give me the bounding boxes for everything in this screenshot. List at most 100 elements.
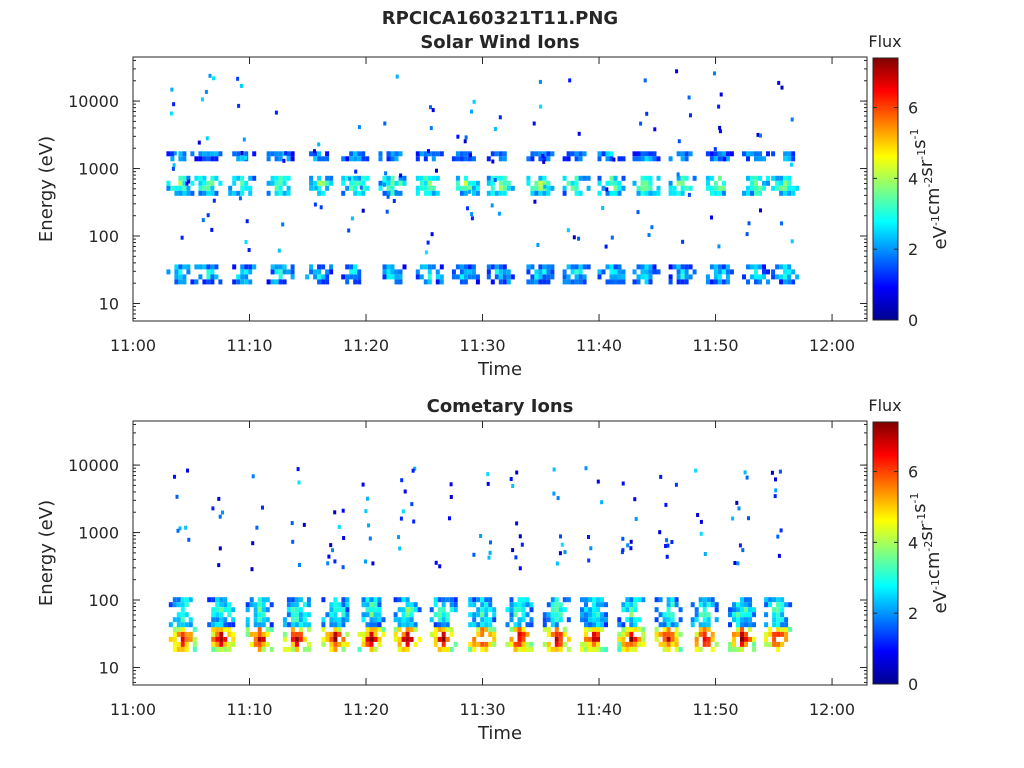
flux-pixel — [441, 646, 446, 652]
flux-pixel — [349, 264, 354, 270]
flux-pixel — [257, 646, 262, 652]
flux-pixel — [427, 185, 432, 191]
flux-pixel — [278, 185, 283, 191]
flux-pixel — [210, 269, 215, 275]
flux-pixel — [282, 646, 287, 652]
flux-pixel — [552, 491, 556, 496]
flux-pixel — [636, 190, 641, 196]
flux-pixel — [617, 274, 622, 280]
flux-pixel — [448, 516, 451, 521]
y-tick-label: 10 — [99, 658, 119, 677]
scan-7 — [378, 74, 407, 285]
flux-pixel — [676, 279, 681, 285]
flux-pixel — [173, 474, 176, 479]
flux-pixel — [718, 125, 722, 130]
flux-pixel — [766, 180, 770, 186]
flux-pixel — [680, 180, 685, 186]
flux-pixel — [306, 646, 311, 652]
flux-pixel — [721, 264, 726, 270]
flux-pixel — [698, 631, 703, 637]
flux-pixel — [538, 79, 542, 84]
flux-pixel — [791, 185, 796, 191]
flux-pixel — [309, 185, 314, 191]
flux-pixel — [180, 636, 185, 642]
flux-pixel — [176, 626, 181, 632]
flux-pixel — [341, 565, 345, 570]
flux-pixel — [353, 190, 358, 196]
x-tick-label: 11:00 — [110, 700, 156, 719]
flux-pixel — [394, 151, 399, 157]
flux-pixel — [253, 631, 258, 637]
flux-pixel — [699, 519, 703, 524]
scan-14 — [632, 78, 661, 285]
flux-pixel — [658, 530, 662, 535]
flux-pixel — [341, 180, 346, 186]
flux-pixel — [758, 264, 762, 270]
flux-pixel — [768, 626, 773, 632]
flux-pixel — [249, 641, 254, 647]
flux-pixel — [253, 622, 258, 628]
flux-pixel — [605, 156, 610, 162]
flux-pixel — [178, 190, 183, 196]
flux-pixel — [345, 607, 350, 613]
flux-pixel — [784, 626, 789, 632]
flux-pixel — [580, 607, 584, 613]
flux-pixel — [600, 646, 604, 652]
scan-18 — [771, 80, 800, 285]
flux-pixel — [361, 636, 366, 642]
flux-pixel — [459, 264, 464, 270]
flux-pixel — [764, 622, 769, 628]
flux-pixel — [550, 597, 555, 603]
flux-pixel — [647, 233, 651, 237]
flux-pixel — [644, 151, 649, 157]
flux-pixel — [779, 264, 784, 270]
flux-pixel — [361, 631, 366, 637]
colorbar-tick-label: 2 — [908, 604, 918, 623]
flux-pixel — [677, 139, 681, 144]
flux-pixel — [629, 617, 634, 623]
flux-pixel — [584, 622, 588, 628]
flux-pixel — [588, 607, 592, 613]
flux-pixel — [680, 279, 685, 285]
flux-pixel — [713, 279, 718, 285]
flux-pixel — [317, 142, 321, 147]
flux-pixel — [550, 617, 555, 623]
flux-pixel — [558, 631, 563, 637]
flux-pixel — [776, 534, 780, 539]
flux-pixel — [713, 180, 718, 186]
flux-pixel — [435, 190, 440, 196]
flux-pixel — [676, 190, 681, 196]
flux-pixel — [190, 151, 195, 157]
flux-pixel — [621, 279, 626, 285]
flux-pixel — [227, 607, 232, 613]
flux-pixel — [309, 151, 314, 157]
flux-pixel — [329, 622, 334, 628]
flux-pixel — [486, 269, 491, 275]
flux-pixel — [455, 264, 460, 270]
flux-pixel — [502, 274, 507, 280]
flux-pixel — [779, 175, 784, 181]
flux-pixel — [546, 269, 551, 275]
flux-pixel — [487, 555, 491, 560]
flux-pixel — [740, 597, 744, 603]
flux-pixel — [629, 646, 634, 652]
flux-pixel — [670, 641, 675, 647]
flux-pixel — [313, 149, 316, 154]
flux-pixel — [580, 617, 584, 623]
flux-pixel — [411, 468, 415, 473]
flux-pixel — [390, 175, 395, 181]
flux-pixel — [397, 622, 402, 628]
flux-pixel — [373, 631, 378, 637]
flux-pixel — [744, 617, 748, 623]
flux-pixel — [694, 468, 698, 473]
flux-pixel — [433, 636, 438, 642]
flux-pixel — [509, 612, 514, 618]
flux-pixel — [192, 641, 197, 647]
flux-pixel — [648, 185, 653, 191]
flux-pixel — [186, 190, 191, 196]
flux-pixel — [472, 612, 477, 618]
flux-pixel — [341, 636, 346, 642]
flux-pixel — [538, 180, 543, 186]
flux-pixel — [232, 190, 237, 196]
flux-pixel — [656, 156, 661, 162]
